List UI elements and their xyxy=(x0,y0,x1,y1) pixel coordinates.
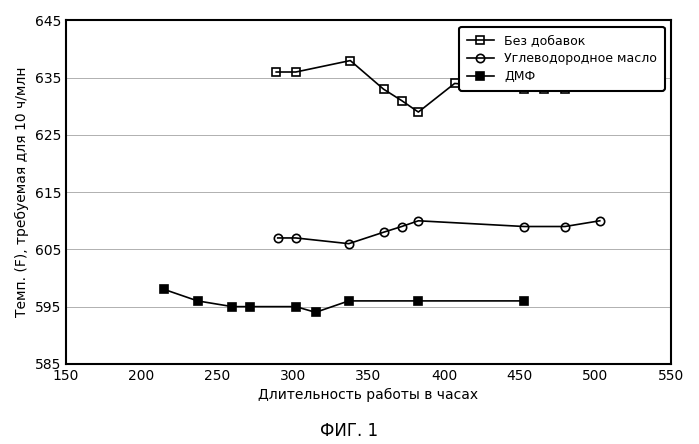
Line: ДМФ: ДМФ xyxy=(160,285,528,317)
Line: Углеводородное масло: Углеводородное масло xyxy=(273,217,604,248)
Legend: Без добавок, Углеводородное масло, ДМФ: Без добавок, Углеводородное масло, ДМФ xyxy=(459,27,665,91)
Y-axis label: Темп. (F), требуемая для 10 ч/млн: Темп. (F), требуемая для 10 ч/млн xyxy=(15,67,29,317)
Углеводородное масло xyxy=(561,224,569,229)
Без добавок xyxy=(380,87,388,92)
ДМФ xyxy=(194,298,202,304)
Без добавок xyxy=(540,87,548,92)
Line: Без добавок: Без добавок xyxy=(272,56,604,116)
Text: ФИГ. 1: ФИГ. 1 xyxy=(320,421,379,440)
ДМФ xyxy=(246,304,254,309)
Углеводородное масло xyxy=(596,218,604,223)
Углеводородное масло xyxy=(291,235,300,241)
ДМФ xyxy=(311,309,319,315)
Без добавок xyxy=(561,87,569,92)
X-axis label: Длительность работы в часах: Длительность работы в часах xyxy=(259,388,479,402)
ДМФ xyxy=(345,298,353,304)
Без добавок xyxy=(596,81,604,86)
Углеводородное масло xyxy=(520,224,528,229)
Без добавок xyxy=(520,87,528,92)
Без добавок xyxy=(450,81,459,86)
Без добавок xyxy=(398,98,406,103)
ДМФ xyxy=(414,298,422,304)
Углеводородное масло xyxy=(345,241,353,246)
Без добавок xyxy=(291,69,300,75)
Углеводородное масло xyxy=(380,230,388,235)
ДМФ xyxy=(160,287,168,292)
Углеводородное масло xyxy=(398,224,406,229)
Углеводородное масло xyxy=(414,218,422,223)
ДМФ xyxy=(228,304,236,309)
ДМФ xyxy=(291,304,300,309)
Без добавок xyxy=(414,109,422,115)
Без добавок xyxy=(346,58,354,63)
Углеводородное масло xyxy=(273,235,282,241)
ДМФ xyxy=(520,298,528,304)
Без добавок xyxy=(272,69,280,75)
